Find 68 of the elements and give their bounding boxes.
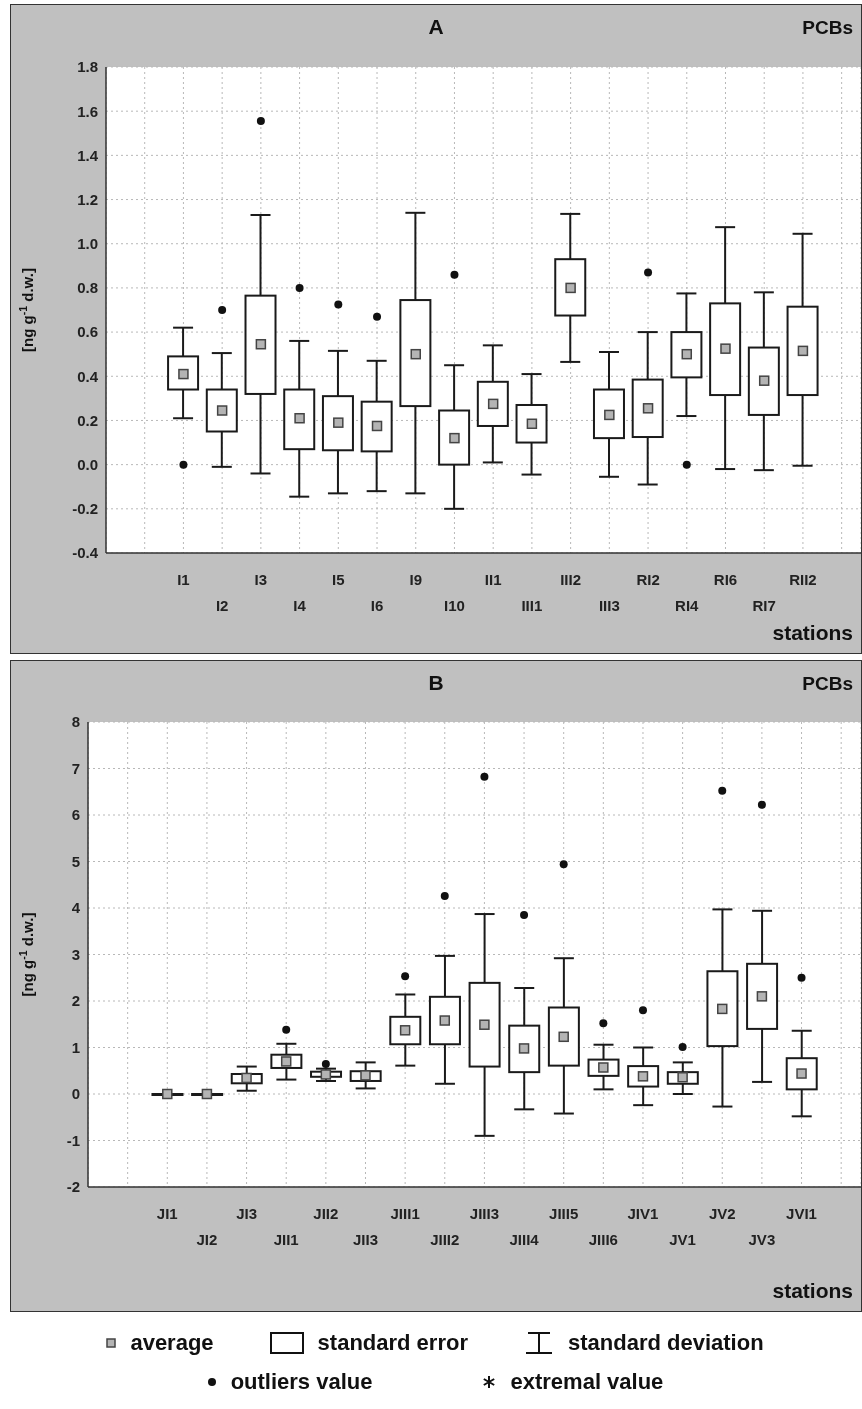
text: outliers value bbox=[230, 1369, 373, 1395]
y-tick-label: 0.2 bbox=[77, 411, 98, 429]
text: average bbox=[130, 1330, 214, 1356]
y-tick-label: 1.4 bbox=[77, 146, 99, 164]
x-tick-label: I4 bbox=[293, 597, 307, 614]
text: standard error bbox=[317, 1330, 468, 1356]
y-tick-label: 1.6 bbox=[77, 102, 98, 120]
chart-subtitle: PCBs bbox=[802, 673, 853, 695]
x-tick-label: I9 bbox=[409, 571, 422, 588]
x-tick-label: RI4 bbox=[675, 597, 700, 614]
x-tick-label: JI2 bbox=[196, 1231, 218, 1248]
x-tick-label: JI3 bbox=[236, 1205, 257, 1222]
x-tick-label: JIV1 bbox=[627, 1205, 659, 1222]
x-tick-label: I2 bbox=[215, 597, 229, 614]
chart-title: A bbox=[428, 15, 444, 38]
x-axis-title: stations bbox=[772, 1279, 853, 1303]
x-tick-label: JI1 bbox=[156, 1205, 178, 1222]
x-tick-label: JII1 bbox=[273, 1231, 299, 1248]
y-tick-label: 5 bbox=[71, 852, 80, 870]
x-tick-label: III3 bbox=[598, 597, 620, 614]
x-tick-label: RII2 bbox=[789, 571, 817, 588]
y-tick-label: 0 bbox=[71, 1085, 80, 1103]
y-tick-label: 1.2 bbox=[77, 190, 98, 208]
y-tick-label: 1.0 bbox=[77, 235, 98, 253]
x-tick-label: JIII2 bbox=[430, 1231, 460, 1248]
y-tick-label: 7 bbox=[71, 759, 80, 777]
y-tick-label: 0.6 bbox=[77, 323, 98, 341]
y-tick-label: 1.8 bbox=[77, 58, 98, 76]
x-axis-title: stations bbox=[772, 621, 853, 645]
y-tick-label: 4 bbox=[71, 899, 81, 917]
x-tick-label: JV3 bbox=[748, 1231, 776, 1248]
chart-subtitle: PCBs bbox=[802, 17, 853, 39]
y-tick-label: -2 bbox=[66, 1178, 80, 1196]
x-tick-label: I5 bbox=[332, 571, 345, 588]
x-tick-label: JII2 bbox=[313, 1205, 339, 1222]
chart-title: B bbox=[428, 671, 444, 694]
x-tick-label: JV2 bbox=[708, 1205, 736, 1222]
x-tick-label: RI7 bbox=[752, 597, 776, 614]
x-tick-label: JIII5 bbox=[549, 1205, 579, 1222]
y-tick-label: 0.4 bbox=[77, 367, 99, 385]
y-tick-label: 0.0 bbox=[77, 455, 98, 473]
y-tick-label: 8 bbox=[71, 713, 80, 731]
y-tick-label: 6 bbox=[71, 806, 80, 824]
x-tick-label: JIII4 bbox=[509, 1231, 540, 1248]
y-tick-label: -1 bbox=[66, 1131, 80, 1149]
x-tick-label: I1 bbox=[177, 571, 190, 588]
y-tick-label: 3 bbox=[71, 945, 80, 963]
x-tick-label: RI6 bbox=[713, 571, 738, 588]
x-tick-label: JIII3 bbox=[469, 1205, 499, 1222]
x-tick-label: I10 bbox=[444, 597, 465, 614]
y-tick-label: 0.8 bbox=[77, 279, 98, 297]
x-tick-label: I3 bbox=[254, 571, 268, 588]
y-tick-label: 2 bbox=[71, 992, 80, 1010]
y-tick-label: -0.2 bbox=[72, 500, 98, 518]
x-tick-label: JVI1 bbox=[786, 1205, 817, 1222]
x-tick-label: II1 bbox=[484, 571, 502, 588]
text: extremal value bbox=[510, 1369, 664, 1395]
text: standard deviation bbox=[567, 1330, 764, 1356]
x-tick-label: III2 bbox=[560, 571, 582, 588]
y-tick-label: -0.4 bbox=[72, 544, 99, 562]
x-tick-label: JII3 bbox=[352, 1231, 378, 1248]
x-tick-label: RI2 bbox=[636, 571, 660, 588]
x-tick-label: JV1 bbox=[669, 1231, 696, 1248]
x-tick-label: I6 bbox=[370, 597, 384, 614]
y-tick-label: 1 bbox=[71, 1038, 80, 1056]
x-tick-label: JIII1 bbox=[390, 1205, 420, 1222]
x-tick-label: III1 bbox=[521, 597, 543, 614]
x-tick-label: JIII6 bbox=[588, 1231, 618, 1248]
